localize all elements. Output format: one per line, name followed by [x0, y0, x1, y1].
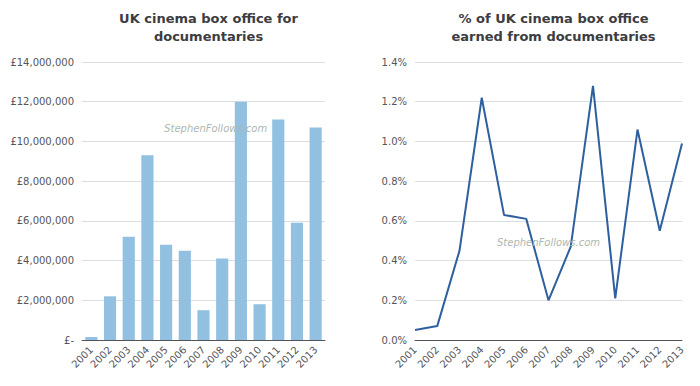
svg-text:2011: 2011: [256, 344, 283, 370]
svg-text:£10,000,000: £10,000,000: [10, 136, 74, 147]
svg-text:UK cinema box office for: UK cinema box office for: [119, 11, 298, 26]
svg-text:£6,000,000: £6,000,000: [17, 215, 74, 226]
svg-text:2004: 2004: [125, 344, 152, 370]
svg-text:£12,000,000: £12,000,000: [10, 96, 74, 107]
svg-text:£4,000,000: £4,000,000: [17, 255, 74, 266]
svg-text:% of UK cinema box office: % of UK cinema box office: [459, 11, 649, 26]
svg-text:2007: 2007: [527, 344, 553, 370]
svg-text:1.0%: 1.0%: [382, 136, 407, 147]
svg-text:2002: 2002: [88, 344, 114, 370]
svg-text:2003: 2003: [106, 344, 133, 370]
svg-text:2009: 2009: [571, 344, 597, 370]
svg-text:2012: 2012: [275, 344, 301, 370]
svg-text:£2,000,000: £2,000,000: [17, 295, 74, 306]
svg-text:2006: 2006: [504, 344, 530, 370]
svg-text:2013: 2013: [294, 344, 320, 370]
svg-text:documentaries: documentaries: [154, 29, 263, 44]
svg-text:2008: 2008: [549, 344, 575, 370]
svg-text:earned from documentaries: earned from documentaries: [451, 29, 655, 44]
svg-text:2001: 2001: [393, 344, 419, 370]
svg-text:2005: 2005: [144, 344, 170, 370]
svg-text:£8,000,000: £8,000,000: [17, 176, 74, 187]
svg-text:1.4%: 1.4%: [382, 57, 407, 68]
svg-text:2005: 2005: [482, 344, 508, 370]
svg-text:0.2%: 0.2%: [382, 295, 407, 306]
svg-text:2008: 2008: [200, 344, 227, 370]
svg-text:2004: 2004: [460, 344, 486, 370]
svg-text:2001: 2001: [69, 344, 96, 370]
svg-text:2013: 2013: [660, 344, 686, 370]
svg-text:£-: £-: [64, 335, 74, 346]
svg-text:2002: 2002: [415, 344, 441, 370]
svg-text:2011: 2011: [616, 344, 642, 370]
svg-text:StephenFollows.com: StephenFollows.com: [497, 237, 600, 248]
svg-text:1.2%: 1.2%: [382, 96, 407, 107]
svg-text:2012: 2012: [638, 344, 664, 370]
svg-text:2010: 2010: [237, 344, 264, 370]
svg-text:0.0%: 0.0%: [382, 335, 407, 346]
svg-text:0.4%: 0.4%: [382, 255, 407, 266]
svg-text:2009: 2009: [219, 344, 245, 370]
svg-text:£14,000,000: £14,000,000: [10, 57, 74, 68]
svg-text:0.6%: 0.6%: [382, 215, 407, 226]
svg-text:0.8%: 0.8%: [382, 176, 407, 187]
svg-text:2003: 2003: [438, 344, 464, 370]
svg-text:2006: 2006: [162, 344, 189, 370]
svg-text:2010: 2010: [593, 344, 619, 370]
svg-text:2007: 2007: [181, 344, 208, 370]
svg-text:StephenFollows.com: StephenFollows.com: [164, 123, 267, 134]
